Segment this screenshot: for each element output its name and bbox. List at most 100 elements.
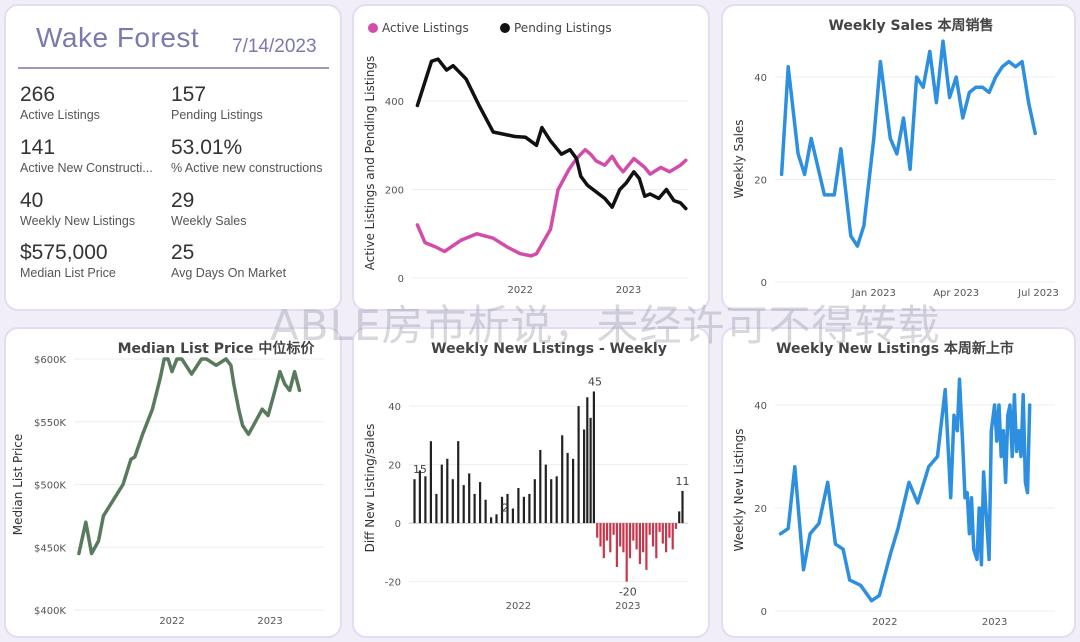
bar <box>506 493 509 524</box>
kpi-value: 29 <box>171 189 195 212</box>
bar <box>479 482 482 524</box>
bar <box>583 429 586 524</box>
x-tick-label: 2023 <box>616 285 641 296</box>
chart-title: Median List Price 中位标价 <box>118 340 316 357</box>
bar <box>665 523 668 553</box>
data-label: 2 <box>502 501 509 514</box>
y-tick-label: 0 <box>761 607 767 618</box>
y-axis-label: Median List Price <box>11 434 25 536</box>
kpi-avg-days-on-market: 25 Avg Days On Market <box>171 241 329 281</box>
bar <box>661 523 664 544</box>
y-axis-label: Diff New Listing/sales <box>363 424 377 553</box>
y-tick-label: 40 <box>388 402 401 413</box>
y-tick-label: 0 <box>761 278 767 289</box>
data-label: -20 <box>619 586 637 599</box>
y-tick-label: $550K <box>34 418 66 429</box>
kpi-card: Wake Forest 7/14/2023 266 Active Listing… <box>4 4 342 311</box>
bar <box>539 450 542 524</box>
kpi-active-listings: 266 Active Listings <box>20 83 178 123</box>
bar <box>592 391 595 524</box>
y-tick-label: $400K <box>34 606 66 617</box>
title-divider <box>18 67 329 69</box>
kpi-active-new-construction: 141 Active New Constructi... <box>20 136 160 176</box>
bar <box>602 523 605 559</box>
y-tick-label: 0 <box>398 274 404 285</box>
x-tick-label: 2022 <box>872 617 897 628</box>
weekly-sales-chart: Weekly Sales 本周销售 Weekly Sales 0 20 40 Jan 20… <box>732 17 1059 299</box>
bar <box>619 523 622 547</box>
kpi-label: Pending Listings <box>171 108 263 122</box>
bar <box>446 458 449 524</box>
x-tick-label: 2022 <box>508 285 533 296</box>
diff-listings-chart: Weekly New Listings - Weekly Diff New Lis… <box>363 341 690 612</box>
bar <box>645 523 648 570</box>
diff-listings-chart-card: Weekly New Listings - Weekly Diff New Lis… <box>352 327 710 638</box>
kpi-title: Wake Forest <box>36 22 200 53</box>
bar <box>511 508 514 524</box>
bar <box>429 441 432 524</box>
kpi-label: Active New Constructi... <box>20 161 153 175</box>
bar <box>628 523 632 559</box>
kpi-pct-active-new-construction: 53.01% % Active new constructions <box>171 136 329 176</box>
x-tick-label: 2023 <box>982 617 1007 628</box>
data-label: 45 <box>588 375 602 388</box>
series-line-weekly-new-listings-0 <box>778 377 1032 603</box>
y-tick-label: 20 <box>754 176 767 187</box>
kpi-median-list-price: $575,000 Median List Price <box>20 241 178 281</box>
bar <box>655 523 658 559</box>
kpi-label: Active Listings <box>20 108 100 122</box>
kpi-weekly-new-listings: 40 Weekly New Listings <box>20 189 178 229</box>
y-tick-label: 0 <box>395 519 401 530</box>
kpi-date: 7/14/2023 <box>232 36 317 57</box>
bar <box>622 523 625 553</box>
kpi-value: 141 <box>20 136 56 159</box>
kpi-value: 25 <box>171 241 195 264</box>
x-tick-label: Jan 2023 <box>851 288 896 299</box>
bar <box>586 397 589 524</box>
kpi-value: 157 <box>171 83 207 106</box>
y-tick-label: 40 <box>754 401 767 412</box>
bar <box>495 514 498 524</box>
bar <box>671 523 674 550</box>
bar <box>566 452 569 524</box>
bar <box>555 476 558 524</box>
bar <box>596 523 599 538</box>
bar <box>599 523 602 547</box>
bar <box>625 523 628 582</box>
listings-chart: Active Listings and Pending Listings 0 200… <box>363 21 688 296</box>
x-tick-label: 2023 <box>615 601 640 612</box>
bar <box>424 476 427 524</box>
chart-title: Weekly Sales 本周销售 <box>828 17 993 34</box>
bar <box>605 523 609 541</box>
bar <box>490 517 493 524</box>
kpi-label: Weekly Sales <box>171 214 247 228</box>
y-tick-label: 20 <box>388 461 401 472</box>
bar <box>550 479 553 524</box>
y-tick-label: $500K <box>34 481 66 492</box>
bar <box>632 523 635 541</box>
y-tick-label: 400 <box>385 97 404 108</box>
x-tick-label: 2023 <box>257 616 282 627</box>
bar <box>451 479 454 524</box>
bar <box>651 523 655 547</box>
bar <box>457 441 460 524</box>
bar <box>544 464 547 524</box>
bar <box>522 496 525 524</box>
legend-marker <box>500 23 510 33</box>
bar <box>615 523 618 567</box>
kpi-weekly-sales: 29 Weekly Sales <box>171 189 329 229</box>
chart-title: Weekly New Listings - Weekly <box>431 341 667 357</box>
y-axis-label: Weekly Sales <box>732 119 746 198</box>
legend-marker <box>368 23 378 33</box>
listings-chart-card: Active Listings and Pending Listings 0 200… <box>352 4 710 311</box>
kpi-pending-listings: 157 Pending Listings <box>171 83 329 123</box>
kpi-label: Weekly New Listings <box>20 214 136 228</box>
bar <box>517 488 520 524</box>
bar <box>462 485 465 524</box>
kpi-label: Avg Days On Market <box>171 266 287 280</box>
bar <box>435 493 438 524</box>
bar <box>418 470 421 524</box>
series-line-pending-listings <box>415 57 688 211</box>
bar <box>635 523 638 550</box>
bar <box>561 435 564 524</box>
